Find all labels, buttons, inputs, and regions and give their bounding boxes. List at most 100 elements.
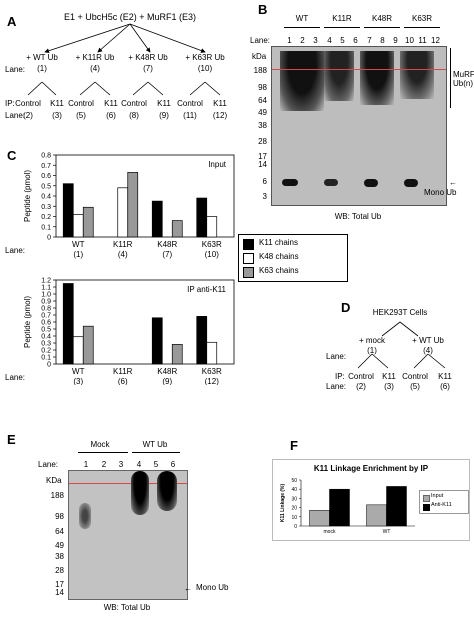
chart-c-ip-ytick-label: 0.8 [41,306,51,313]
blot-b-group-wt: WT [295,14,309,23]
chart-c-ip-xtick-label: K11R [113,367,133,376]
chart-c-ip-ytick-label: 0.9 [41,299,51,306]
chart-c-ip-ytick-label: 0.2 [41,348,51,355]
chart-c-ip-ytick-label: 0.4 [41,334,51,341]
blot-e-caption: WB: Total Ub [103,603,151,612]
ip-lane-8: (8) [129,111,139,120]
ip-control-2: Control [68,99,94,108]
blot-b-group-k11r: K11R [332,14,352,23]
chart-c-ip-bar [171,344,183,365]
blot-b-lane: 7 [367,36,372,45]
chart-c-ip-bar [206,341,218,365]
group-wt-lane: (1) [37,64,47,73]
legend-swatch-k63 [243,267,254,278]
marker-6: 6 [262,177,267,186]
chart-c-ip-bar [82,325,94,365]
chart-f-ytick-label: 50 [291,478,297,484]
blot-e-lane: 2 [101,460,107,469]
e-marker-49: 49 [55,541,64,550]
blot-e-lane: 5 [153,460,159,469]
chart-c-input-xtick-label: K63R [202,240,222,249]
chart-c-ip-ytick-label: 0.7 [41,313,51,320]
blot-b-lane: 1 [287,36,292,45]
chart-f-bar [329,488,350,527]
chart-c-ip-ytick-label: 0.6 [41,320,51,327]
chart-c-legend: K11 chains K48 chains K63 chains [238,234,348,282]
chart-c-ip-bar [72,336,84,365]
chart-c-input-ytick-label: 0.6 [41,173,51,180]
chart-f-title: K11 Linkage Enrichment by IP [313,464,429,473]
ip-k11-2: K11 [104,99,118,108]
blot-b-lane: 8 [380,36,385,45]
chart-c-input-ytick-label: 0.3 [41,204,51,211]
group-k63r-lane: (10) [197,64,213,73]
e-marker-14: 14 [55,588,64,597]
panel-a-letter: A [7,14,17,29]
e-marker-188: 188 [50,491,64,500]
panel-e-letter: E [7,432,16,447]
d-ip-k11-1: K11 [382,372,396,381]
chart-c-ip-xtick-label: WT [72,367,85,376]
panel-d-arrows [357,321,446,369]
chart-c-input-bar [171,220,183,238]
group-wt-label: + WT Ub [26,53,58,62]
chart-c-input-ytick-label: 0.4 [41,194,51,201]
chart-f-xtick-label: mock [324,529,336,535]
murf1-ub-label: MuRF1-Ub(n) [453,70,474,88]
e-marker-38: 38 [55,552,64,561]
marker-14: 14 [258,160,267,169]
chart-c-input-xtick-lane: (1) [73,250,83,259]
group-k63r-label: + K63R Ub [185,53,225,62]
chart-c-ip-bar [151,317,163,365]
legend-swatch-k11 [243,239,254,250]
chart-c-input-lane-label: Lane: [5,246,26,255]
legend-f-swatch-input [423,495,430,502]
blot-b-group-k63r: K63R [411,14,432,23]
ip-lane-11: (11) [183,111,197,120]
chart-c-ip-ytick-label: 0.5 [41,327,51,334]
chart-f: 0 10 20 30 40 50 K11 Linkage (%) mock WT [280,478,415,535]
chart-c-input-ytick-label: 0.2 [41,214,51,221]
blot-e-mono-ub: Mono Ub [196,583,229,592]
blot-e-kda-label: KDa [46,476,62,485]
blot-b-lane: 10 [405,36,414,45]
blot-b-lane: 5 [340,36,345,45]
group-k11r-lane: (4) [90,64,100,73]
ip-k11-1: K11 [50,99,64,108]
chart-f-frame: K11 Linkage Enrichment by IP 0 10 20 30 40 50… [272,459,470,541]
chart-c-ip-k11: 00.10.20.30.40.50.60.70.80.91.01.11.2 IP … [23,278,235,385]
panel-b-letter: B [258,2,268,17]
legend-f-input: Input [431,493,444,499]
chart-c-input-bar [196,197,208,238]
legend-f-swatch-anti [423,504,430,511]
blot-b-lane: 11 [418,36,427,45]
panel-a-lane-label: Lane: [5,65,26,74]
blot-e-lane: 6 [170,460,176,469]
ip-k11-3: K11 [157,99,171,108]
chart-c-ip-ytick-label: 1.2 [41,278,51,285]
blot-e-mono-ub-arrow: ← [184,584,192,593]
chart-c-input-ytick-label: 0.5 [41,183,51,190]
chart-c-ip-ytick-label: 0 [47,362,51,369]
group-mock-label: + mock [358,336,385,345]
blot-e-lane: 4 [136,460,142,469]
e-marker-28: 28 [55,566,64,575]
legend-k48: K48 chains [259,252,299,261]
blot-b-lane: 3 [313,36,318,45]
chart-c-input-xtick-lane: (4) [118,250,128,259]
ip-lane-2: (2) [23,111,33,120]
chart-c-input-title: Input [208,160,227,169]
blot-b-mono-ub-arrow: ← [449,178,457,187]
chart-c-input-xtick-label: K48R [157,240,177,249]
chart-c-ip-ytick-label: 0.1 [41,355,51,362]
group-k11r-label: + K11R Ub [75,53,115,62]
panel-f-letter: F [290,438,298,453]
blot-b-lane: 6 [353,36,358,45]
d-ip-k11-2: K11 [438,372,452,381]
chart-c-input-bar [62,183,74,238]
chart-c-ip-xtick-lane: (12) [205,377,220,385]
group-mock-lane: (1) [367,346,377,355]
d-ip-lane-2: (2) [356,382,366,391]
chart-c-ip-ylabel: Peptide (pmol) [23,296,32,348]
